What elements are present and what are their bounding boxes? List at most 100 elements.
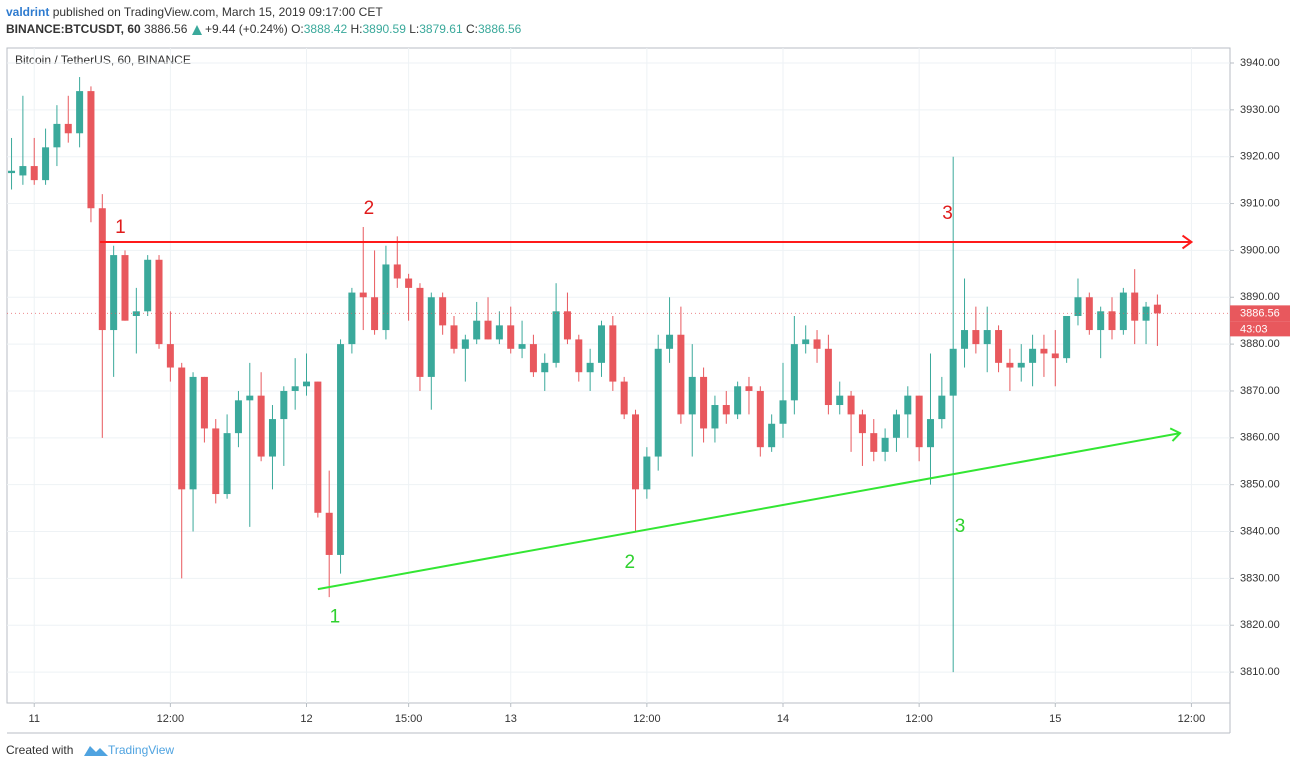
candle-body: [529, 344, 537, 373]
candle-body: [563, 311, 571, 340]
candle-body: [495, 325, 503, 340]
candle-body: [926, 419, 934, 448]
candle-body: [461, 339, 469, 349]
y-tick-label: 3910.00: [1240, 197, 1280, 209]
x-tick-label: 11: [29, 713, 40, 725]
y-tick-label: 3900.00: [1240, 244, 1280, 256]
candle-body: [892, 414, 900, 438]
candle-body: [575, 339, 583, 373]
candle-body: [303, 381, 311, 387]
candle-body: [121, 255, 129, 321]
candle-body: [756, 390, 764, 448]
y-tick-label: 3870.00: [1240, 385, 1280, 397]
annotation-label: 1: [330, 606, 341, 627]
candle-body: [836, 395, 844, 406]
price: 3886.56: [144, 22, 188, 36]
candle-body: [87, 91, 95, 209]
candle-body: [234, 400, 242, 434]
trend-line: [317, 432, 1181, 591]
candle-body: [1051, 353, 1059, 359]
candle-body: [972, 330, 980, 345]
x-tick-label: 15: [1049, 713, 1061, 725]
annotation-label: 2: [364, 198, 375, 219]
price-tag-label: 3886.56: [1240, 307, 1280, 319]
header-line: valdrint published on TradingView.com, M…: [6, 5, 383, 19]
candle-body: [938, 395, 946, 420]
candle-body: [212, 428, 220, 495]
candle-body: [473, 320, 481, 340]
y-tick-label: 3810.00: [1240, 666, 1280, 678]
candle-body: [586, 362, 594, 373]
candle-body: [1097, 311, 1105, 331]
candle-body: [870, 433, 878, 452]
o-value: 3888.42: [304, 22, 348, 36]
candle-body: [30, 166, 38, 181]
candle-body: [1040, 348, 1048, 354]
candle-body: [961, 330, 969, 349]
candle-body: [643, 456, 651, 490]
candle-body: [1074, 297, 1082, 316]
candle-body: [314, 381, 322, 513]
candle-body: [1017, 362, 1025, 368]
up-arrow: [192, 25, 202, 35]
candle-body: [325, 512, 333, 555]
x-tick-label: 12:00: [1178, 713, 1206, 725]
candle-body: [779, 400, 787, 424]
candle-body: [132, 311, 140, 316]
candle-body: [1119, 292, 1127, 331]
footer-brand: TradingView: [108, 743, 174, 757]
candle-body: [371, 297, 379, 331]
l-label: L:: [409, 22, 419, 36]
candle-body: [1131, 292, 1139, 321]
y-tick-label: 3880.00: [1240, 338, 1280, 350]
candle-body: [983, 330, 991, 345]
y-tick-label: 3850.00: [1240, 479, 1280, 491]
arrow-head: [1181, 234, 1194, 250]
c-label: C:: [466, 22, 478, 36]
h-value: 3890.59: [362, 22, 406, 36]
candle-body: [518, 344, 526, 349]
candle-body: [711, 405, 719, 429]
candle-body: [144, 259, 152, 312]
candle-body: [1153, 304, 1161, 314]
candle-body: [8, 170, 16, 174]
candle-body: [790, 344, 798, 401]
x-tick-label: 12: [300, 713, 312, 725]
y-tick-label: 3860.00: [1240, 432, 1280, 444]
candle-body: [813, 339, 821, 349]
candle-body: [609, 325, 617, 382]
candle-body: [700, 376, 708, 429]
candle-body: [1063, 315, 1071, 359]
candle-body: [802, 339, 810, 345]
arrow-head: [1169, 427, 1182, 442]
y-tick-label: 3830.00: [1240, 572, 1280, 584]
x-tick-label: 12:00: [905, 713, 933, 725]
candle-body: [223, 433, 231, 495]
ohlc-line: +9.44 (+0.24%) O:3888.42 H:3890.59 L:387…: [205, 22, 522, 36]
candle-body: [847, 395, 855, 415]
x-tick-label: 14: [777, 713, 789, 725]
price-tag: [1230, 305, 1290, 322]
candle-body: [200, 376, 208, 429]
candle-body: [348, 292, 356, 345]
x-tick-label: 13: [505, 713, 517, 725]
candle-body: [824, 348, 832, 406]
candle-body: [915, 395, 923, 448]
h-label: H:: [350, 22, 362, 36]
candle-body: [178, 367, 186, 490]
footer-created: Created with: [6, 743, 73, 757]
candle-body: [949, 348, 957, 396]
candle-body: [382, 264, 390, 331]
candle-body: [64, 123, 72, 134]
candle-body: [439, 297, 447, 326]
candle-body: [53, 123, 61, 148]
candle-body: [42, 147, 50, 181]
candle-body: [257, 395, 265, 457]
candle-body: [280, 390, 288, 420]
candle-body: [291, 386, 299, 391]
candle-body: [1029, 348, 1037, 363]
candle-body: [552, 311, 560, 363]
candle-body: [155, 259, 163, 345]
c-value: 3886.56: [478, 22, 522, 36]
